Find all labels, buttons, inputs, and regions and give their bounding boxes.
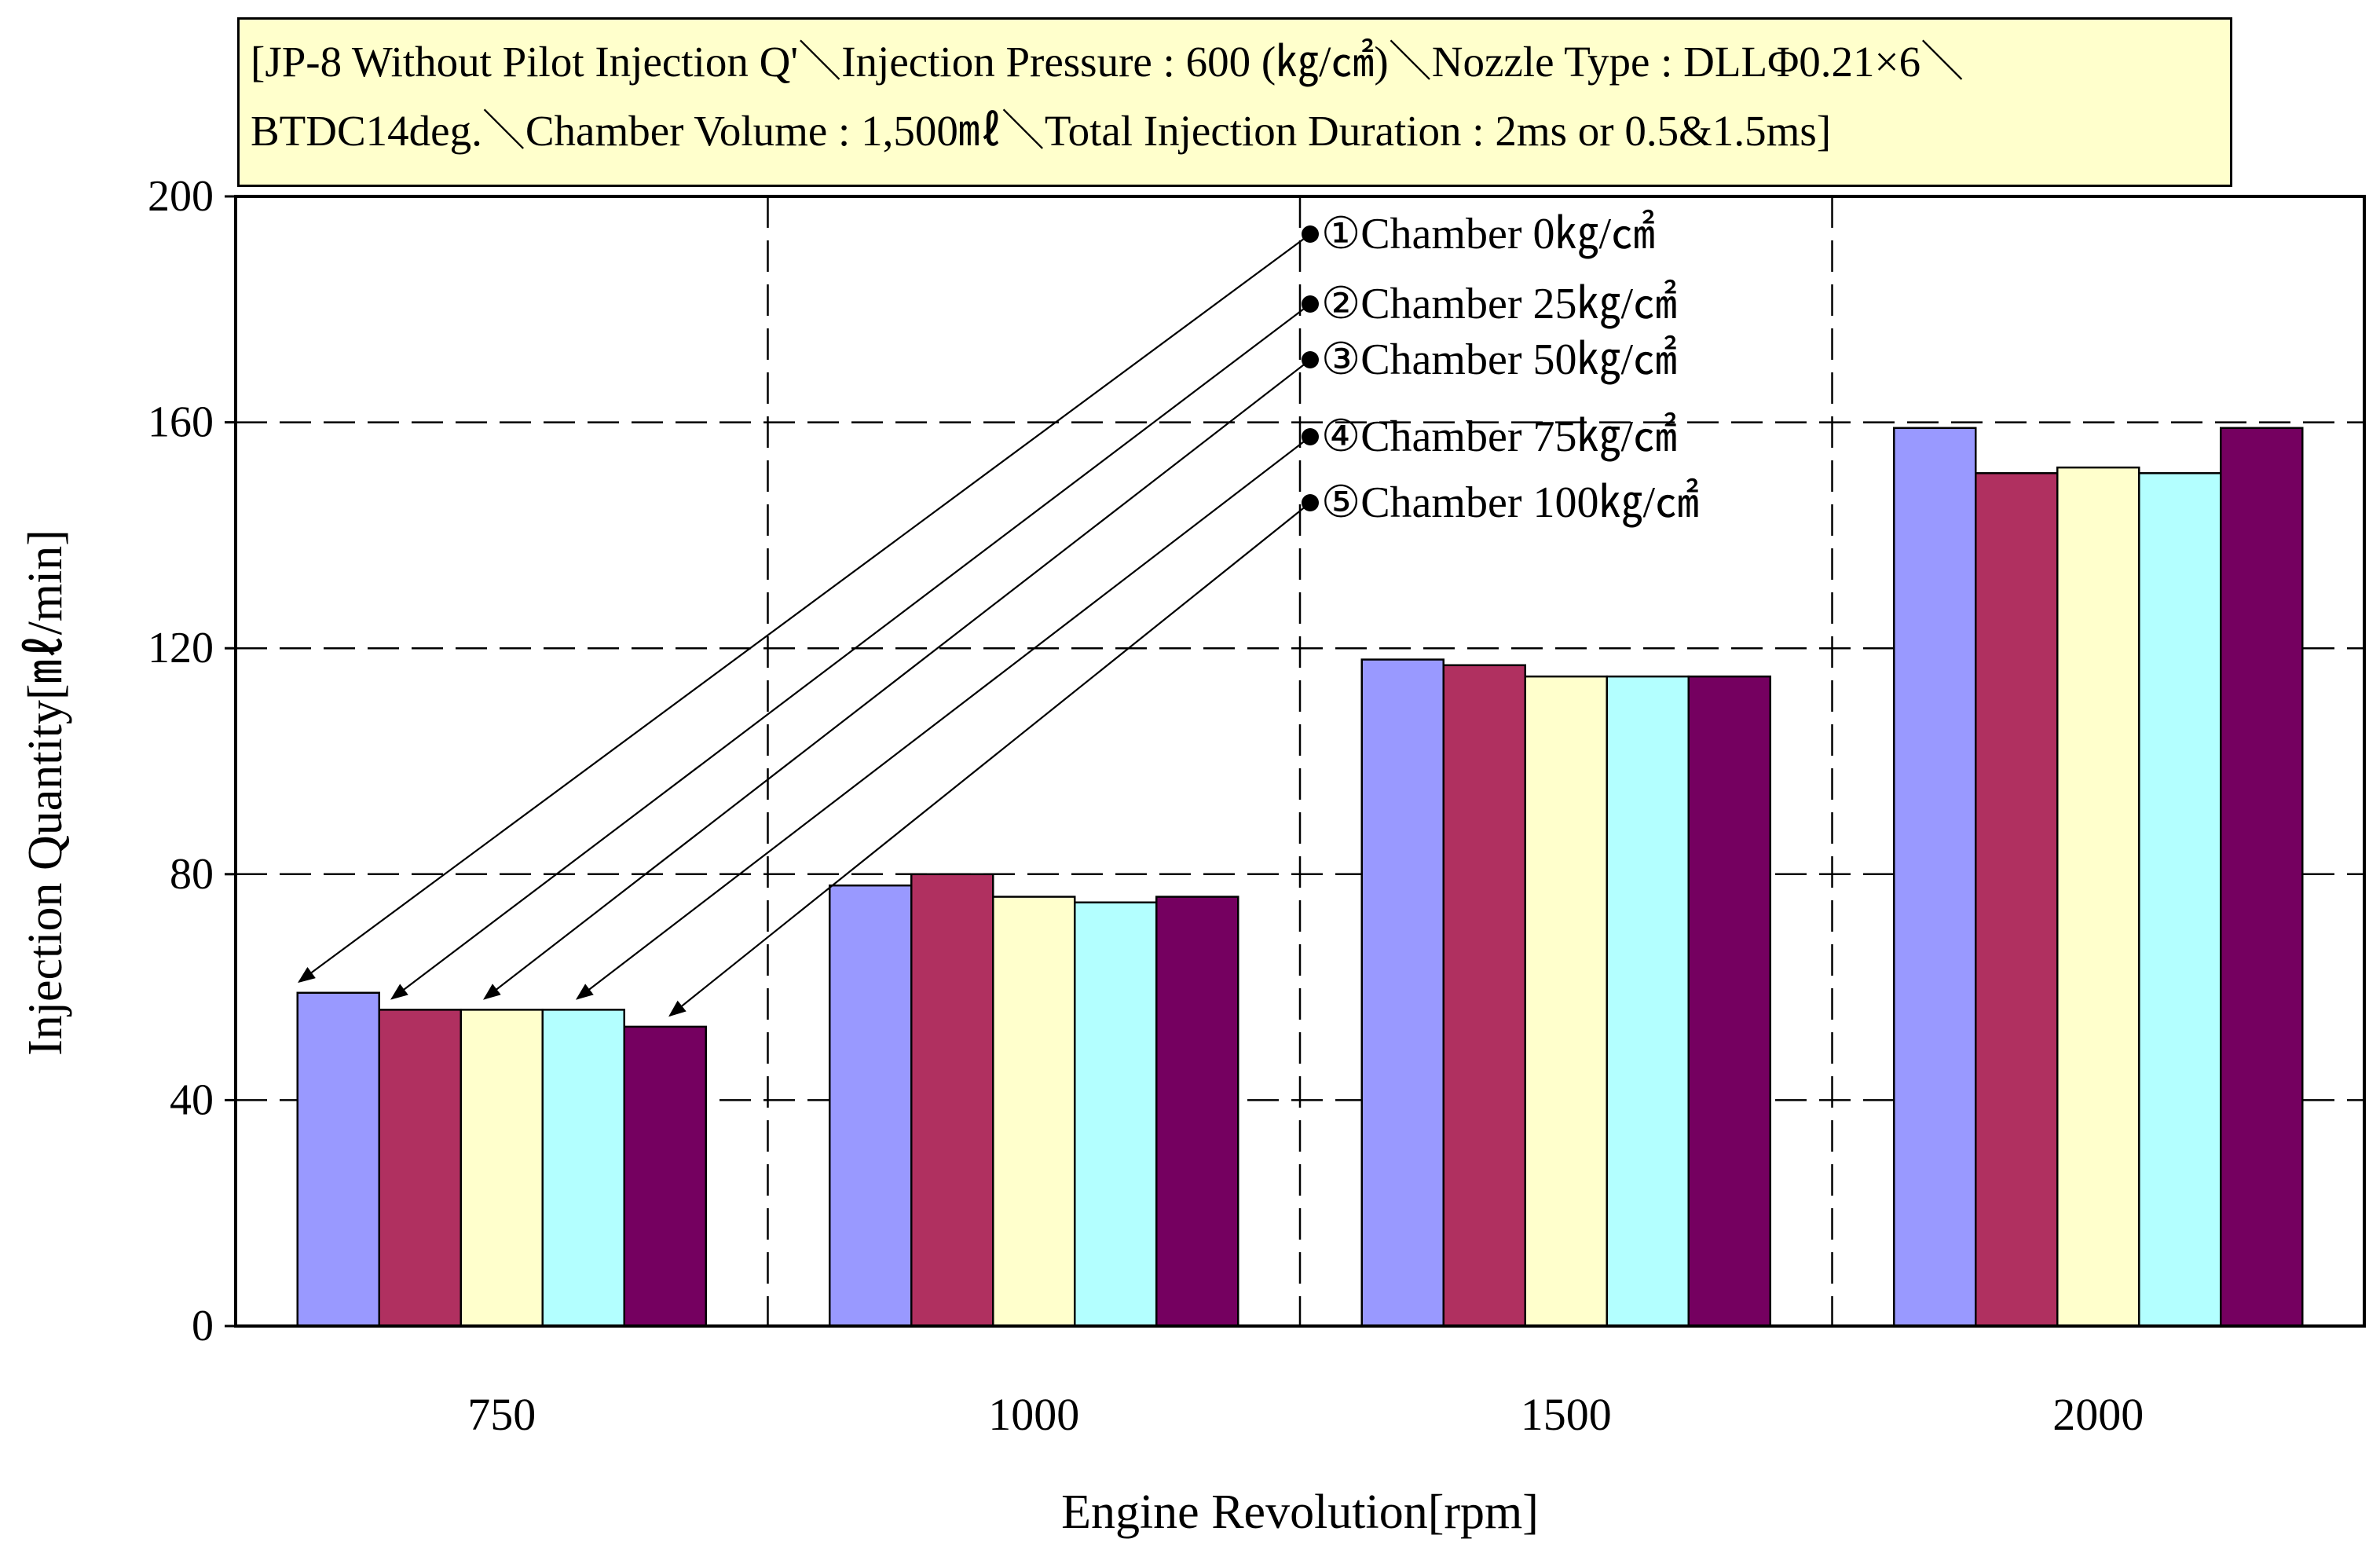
y-tick-label-0: 0 xyxy=(192,1302,214,1350)
y-axis-label: Injection Quantity[㎖/min] xyxy=(19,529,72,1056)
legend-dot-1 xyxy=(1302,225,1319,243)
x-tick-label-2000: 2000 xyxy=(2052,1389,2144,1440)
legend-arrow-4 xyxy=(576,436,1311,1000)
bar-1000-series-5 xyxy=(1155,896,1239,1328)
y-tick-label-80: 80 xyxy=(170,850,214,899)
bar-1000-series-1 xyxy=(829,884,913,1328)
legend-label-5: ⑤Chamber 100㎏/㎠ xyxy=(1321,478,1699,529)
legend-label-4: ④Chamber 75㎏/㎠ xyxy=(1321,412,1677,463)
bar-1000-series-2 xyxy=(910,873,994,1328)
legend-label-3: ③Chamber 50㎏/㎠ xyxy=(1321,335,1677,386)
y-tick-label-120: 120 xyxy=(148,624,214,672)
y-tick-label-160: 160 xyxy=(148,398,214,447)
bar-1500-series-2 xyxy=(1442,664,1526,1328)
bar-1000-series-3 xyxy=(992,896,1076,1328)
bar-1500-series-3 xyxy=(1524,675,1608,1328)
x-axis-label: Engine Revolution[rpm] xyxy=(1061,1486,1539,1539)
bar-2000-series-1 xyxy=(1893,427,1977,1328)
bar-2000-series-3 xyxy=(2056,466,2140,1328)
bar-1000-series-4 xyxy=(1074,901,1158,1328)
x-tick-label-1000: 1000 xyxy=(988,1389,1079,1440)
legend-arrow-5 xyxy=(668,502,1311,1017)
legend-dot-4 xyxy=(1302,428,1319,445)
legend-label-1: ①Chamber 0㎏/㎠ xyxy=(1321,210,1655,260)
chart-title-line-1: [JP-8 Without Pilot Injection Q'＼Injecti… xyxy=(251,38,1964,86)
x-tick-label-1500: 1500 xyxy=(1521,1389,1612,1440)
chart-title-line-2: BTDC14deg.＼Chamber Volume : 1,500㎖＼Total… xyxy=(251,107,1832,155)
bar-2000-series-5 xyxy=(2220,427,2304,1328)
legend-arrow-2 xyxy=(390,303,1311,1000)
chart-title-box: [JP-8 Without Pilot Injection Q'＼Injecti… xyxy=(237,17,2232,187)
legend-label-2: ②Chamber 25㎏/㎠ xyxy=(1321,280,1677,330)
legend-dot-3 xyxy=(1302,351,1319,368)
bar-750-series-4 xyxy=(541,1009,625,1328)
y-tick-label-40: 40 xyxy=(170,1075,214,1124)
bar-2000-series-4 xyxy=(2138,472,2222,1328)
bar-2000-series-2 xyxy=(1975,472,2059,1328)
bar-750-series-5 xyxy=(623,1025,707,1328)
legend-dot-2 xyxy=(1302,295,1319,313)
y-tick-label-200: 200 xyxy=(148,172,214,221)
bar-1500-series-5 xyxy=(1687,675,1771,1328)
bar-750-series-1 xyxy=(296,991,380,1328)
bar-1500-series-1 xyxy=(1360,658,1444,1328)
plot-frame xyxy=(234,195,2366,1328)
legend-arrow-3 xyxy=(483,359,1311,1000)
legend-dot-5 xyxy=(1302,494,1319,511)
legend-arrow-1 xyxy=(297,233,1311,984)
bar-750-series-3 xyxy=(460,1009,544,1328)
bar-750-series-2 xyxy=(378,1009,462,1328)
x-tick-label-750: 750 xyxy=(467,1389,536,1440)
bar-1500-series-4 xyxy=(1606,675,1690,1328)
